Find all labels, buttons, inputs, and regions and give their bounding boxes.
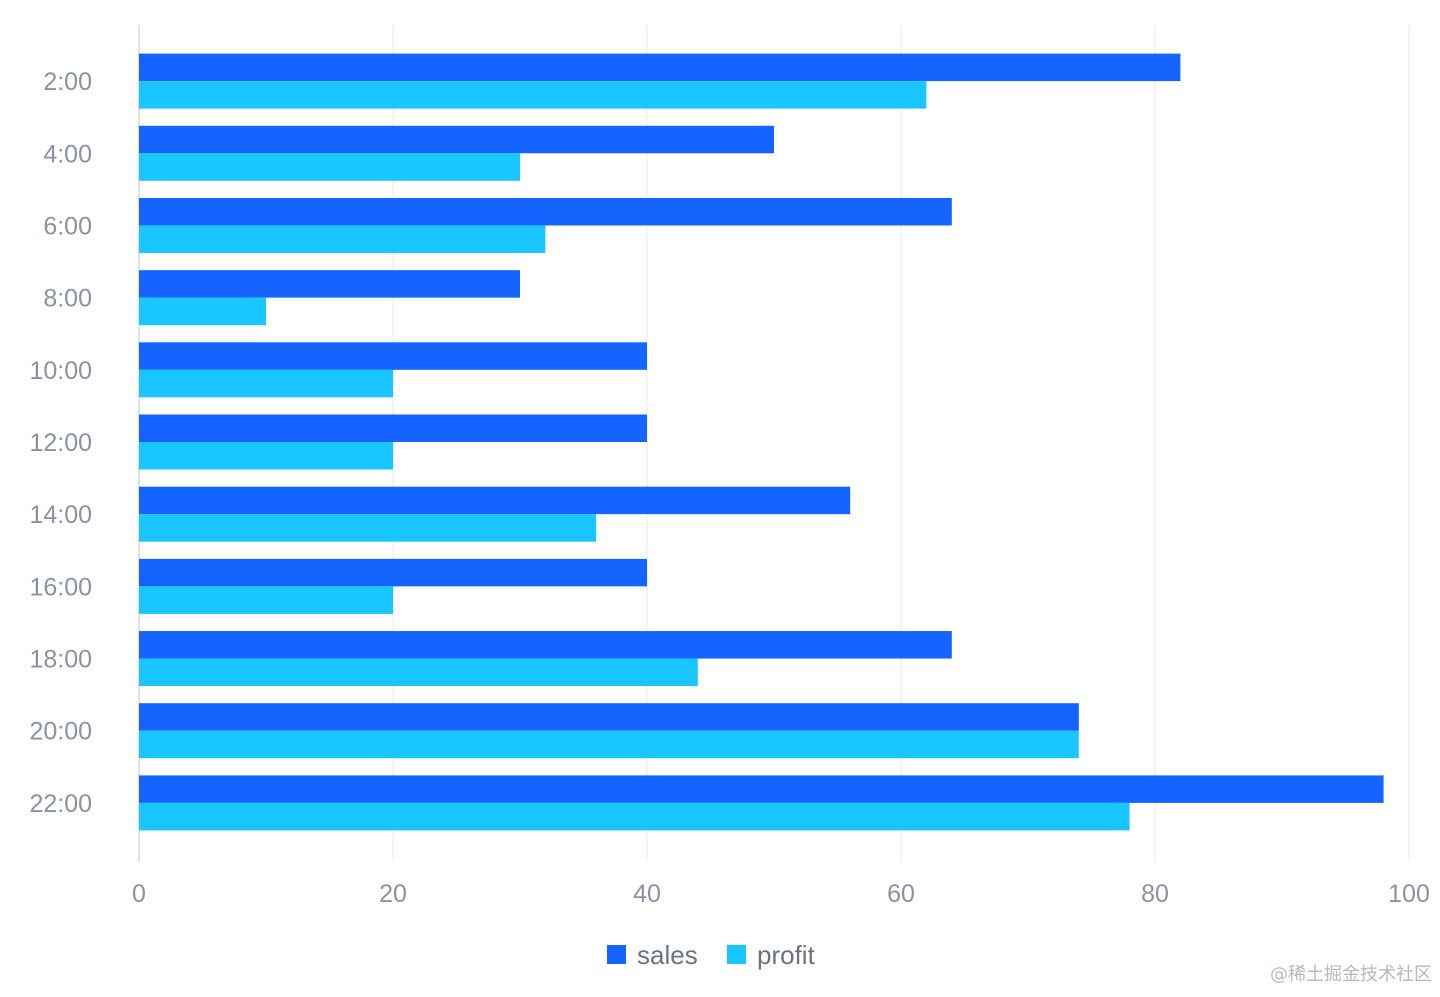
legend-label: sales bbox=[637, 940, 698, 970]
bar-profit-12:00[interactable] bbox=[139, 442, 393, 470]
legend-item-sales[interactable]: sales bbox=[607, 940, 698, 970]
x-tick-label: 100 bbox=[1388, 880, 1430, 908]
bar-sales-8:00[interactable] bbox=[139, 270, 520, 298]
y-tick-label: 14:00 bbox=[29, 501, 92, 529]
bar-profit-10:00[interactable] bbox=[139, 369, 393, 398]
x-tick-label: 80 bbox=[1141, 880, 1169, 908]
legend-label: profit bbox=[757, 940, 816, 970]
bar-sales-4:00[interactable] bbox=[139, 125, 774, 154]
bar-profit-16:00[interactable] bbox=[139, 586, 393, 614]
bar-sales-16:00[interactable] bbox=[139, 558, 647, 587]
y-tick-label: 16:00 bbox=[29, 573, 92, 601]
bar-profit-6:00[interactable] bbox=[139, 225, 546, 253]
legend-item-profit[interactable]: profit bbox=[727, 940, 816, 970]
y-tick-label: 22:00 bbox=[29, 790, 92, 818]
x-tick-label: 20 bbox=[379, 880, 407, 908]
legend-swatch bbox=[727, 945, 746, 964]
bar-profit-18:00[interactable] bbox=[139, 658, 698, 687]
x-tick-label: 60 bbox=[887, 880, 915, 908]
bar-profit-20:00[interactable] bbox=[139, 730, 1079, 759]
bar-profit-22:00[interactable] bbox=[139, 802, 1130, 831]
x-tick-label: 40 bbox=[633, 880, 661, 908]
y-tick-label: 10:00 bbox=[29, 357, 92, 385]
bar-sales-10:00[interactable] bbox=[139, 342, 647, 370]
bar-profit-4:00[interactable] bbox=[139, 153, 520, 181]
legend-swatch bbox=[607, 945, 626, 964]
bar-profit-8:00[interactable] bbox=[139, 297, 266, 326]
x-tick-label: 0 bbox=[132, 880, 146, 908]
bar-sales-6:00[interactable] bbox=[139, 197, 952, 226]
y-tick-label: 18:00 bbox=[29, 646, 92, 674]
bars bbox=[139, 53, 1384, 831]
legend[interactable]: sales profit bbox=[607, 940, 816, 970]
y-tick-label: 6:00 bbox=[43, 212, 92, 240]
bar-sales-2:00[interactable] bbox=[139, 53, 1181, 82]
bar-sales-12:00[interactable] bbox=[139, 414, 647, 443]
bar-profit-2:00[interactable] bbox=[139, 81, 927, 109]
y-tick-label: 20:00 bbox=[29, 718, 92, 746]
y-axis-labels: 2:00 4:00 6:00 8:00 10:00 12:00 14:00 16:00 18:0… bbox=[29, 68, 92, 818]
watermark-text: @稀土掘金技术社区 bbox=[1270, 964, 1432, 985]
bar-sales-20:00[interactable] bbox=[139, 703, 1079, 731]
y-tick-label: 2:00 bbox=[43, 68, 92, 96]
y-tick-label: 8:00 bbox=[43, 285, 92, 313]
bar-sales-14:00[interactable] bbox=[139, 486, 851, 515]
y-tick-label: 12:00 bbox=[29, 429, 92, 457]
x-axis-labels: 0 20 40 60 80 100 bbox=[132, 880, 1430, 908]
bar-sales-22:00[interactable] bbox=[139, 775, 1384, 803]
y-tick-label: 4:00 bbox=[43, 140, 92, 168]
bar-sales-18:00[interactable] bbox=[139, 631, 952, 659]
bar-profit-14:00[interactable] bbox=[139, 514, 597, 542]
